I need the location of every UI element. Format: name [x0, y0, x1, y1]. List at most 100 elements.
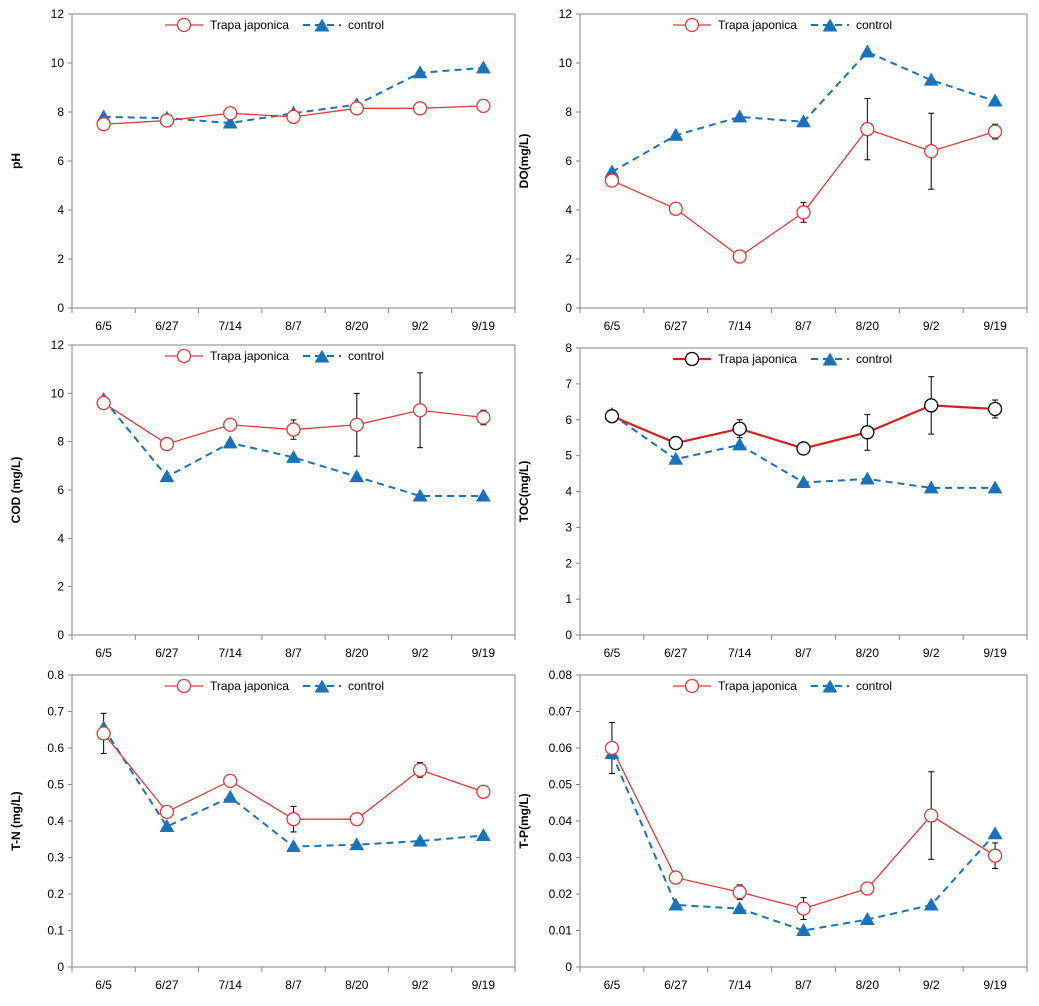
x-tick-label: 8/7: [285, 646, 302, 660]
legend-label-control: control: [856, 18, 892, 32]
data-point-trapa-japonica: [604, 740, 620, 756]
y-tick-label: 0: [565, 628, 572, 642]
data-point-control: [475, 60, 491, 74]
data-point-control: [668, 897, 684, 911]
legend-label-control: control: [856, 679, 892, 693]
y-tick-label: 6: [57, 483, 64, 497]
data-point-trapa-japonica: [349, 812, 364, 827]
data-point-trapa-japonica: [159, 436, 175, 452]
data-point-trapa-japonica: [159, 804, 175, 820]
data-point-trapa-japonica: [286, 812, 301, 827]
data-point-control: [732, 901, 748, 915]
x-tick-label: 9/19: [472, 978, 496, 992]
y-tick-label: 0.03: [549, 851, 573, 865]
y-tick-label: 0.06: [549, 741, 573, 755]
data-point-trapa-japonica: [96, 117, 111, 132]
data-point-trapa-japonica: [349, 417, 364, 432]
data-point-trapa-japonica: [924, 808, 939, 823]
legend-marker-trapa-japonica: [176, 348, 192, 364]
data-point-trapa-japonica: [860, 881, 875, 896]
panel-4: 0 1 2 3 4 5 6 7 8 6/5 6/27 7/14 8/7 8/20 9/2 9/19 TOC(mg…: [517, 341, 1028, 660]
x-tick-label: 9/2: [412, 646, 429, 660]
legend-marker-trapa-japonica: [684, 351, 700, 367]
y-axis-label: pH: [9, 153, 23, 169]
panel-1: 0 2 4 6 8 10 12 6/5 6/27 7/14 8/7 8/20 9/2 9/19 pH Trap…: [9, 7, 516, 333]
x-tick-label: 6/5: [95, 319, 112, 333]
y-tick-label: 0.3: [47, 851, 64, 865]
legend-marker-control: [822, 352, 838, 366]
data-point-control: [222, 435, 238, 449]
x-tick-label: 6/27: [664, 319, 688, 333]
data-point-trapa-japonica: [476, 98, 491, 114]
data-point-trapa-japonica: [159, 113, 175, 128]
plot-frame: [71, 344, 516, 636]
data-point-control: [412, 488, 428, 502]
y-tick-label: 0.04: [549, 814, 573, 828]
data-point-trapa-japonica: [349, 101, 364, 116]
y-tick-label: 8: [565, 105, 572, 119]
legend-marker-trapa-japonica: [176, 678, 192, 694]
legend-marker-control: [314, 349, 330, 363]
legend-marker-control: [822, 679, 838, 693]
x-tick-label: 6/5: [604, 646, 621, 660]
data-point-trapa-japonica: [732, 885, 747, 900]
legend-label-trapa-japonica: Trapa japonica: [718, 352, 797, 366]
data-point-trapa-japonica: [987, 848, 1003, 863]
y-tick-label: 0.2: [47, 887, 64, 901]
x-tick-label: 6/27: [155, 646, 179, 660]
y-tick-label: 0: [57, 301, 64, 315]
data-point-trapa-japonica: [668, 201, 683, 216]
y-tick-label: 6: [57, 154, 64, 168]
legend: Trapa japonica control: [165, 348, 384, 364]
data-point-control: [796, 114, 811, 128]
plot-frame: [71, 13, 516, 309]
data-point-control: [286, 839, 301, 853]
data-point-trapa-japonica: [860, 425, 875, 440]
y-tick-label: 0.07: [549, 705, 573, 719]
x-tick-label: 9/2: [412, 319, 429, 333]
data-point-control: [475, 828, 491, 842]
y-tick-label: 8: [57, 435, 64, 449]
legend-label-trapa-japonica: Trapa japonica: [210, 349, 289, 363]
y-tick-label: 10: [559, 56, 573, 70]
legend-label-control: control: [348, 18, 384, 32]
x-tick-label: 8/7: [285, 978, 302, 992]
y-tick-label: 4: [565, 485, 572, 499]
legend: Trapa japonica control: [673, 351, 892, 367]
data-point-trapa-japonica: [604, 409, 620, 424]
data-point-trapa-japonica: [796, 441, 811, 456]
y-axis-label: T-N (mg/L): [9, 791, 23, 850]
legend: Trapa japonica control: [673, 17, 892, 33]
data-point-trapa-japonica: [796, 901, 811, 916]
panel-3: 0 2 4 6 8 10 12 6/5 6/27 7/14 8/7 8/20 9/2 9/19 COD (m…: [9, 338, 516, 660]
legend-marker-control: [314, 18, 330, 32]
y-tick-label: 12: [51, 7, 65, 21]
y-axis-label: T-P(mg/L): [517, 793, 531, 848]
x-tick-label: 6/5: [95, 978, 112, 992]
x-tick-label: 6/5: [604, 319, 621, 333]
y-tick-label: 8: [57, 105, 64, 119]
panel-5: 0 0.1 0.2 0.3 0.4 0.5 0.6 0.7 0.8 6/5 6/27 7/14 8/7 8…: [9, 668, 516, 992]
y-tick-label: 10: [51, 386, 65, 400]
data-point-control: [222, 115, 238, 129]
data-point-trapa-japonica: [286, 109, 301, 125]
data-point-control: [349, 837, 365, 851]
data-point-trapa-japonica: [223, 106, 238, 121]
data-point-control: [923, 72, 939, 86]
x-tick-label: 8/7: [795, 978, 812, 992]
x-tick-label: 7/14: [219, 978, 243, 992]
x-tick-label: 9/19: [472, 319, 496, 333]
y-tick-label: 6: [565, 413, 572, 427]
y-tick-label: 0.05: [549, 778, 573, 792]
data-point-trapa-japonica: [286, 422, 301, 437]
y-tick-label: 2: [57, 580, 64, 594]
data-point-control: [732, 109, 748, 123]
series-line-trapa-japonica: [611, 747, 996, 910]
y-tick-label: 2: [57, 252, 64, 266]
legend-marker-trapa-japonica: [176, 17, 192, 33]
x-tick-label: 6/5: [604, 978, 621, 992]
y-tick-label: 7: [565, 377, 572, 391]
x-tick-label: 9/19: [983, 646, 1007, 660]
y-tick-label: 0.5: [47, 778, 64, 792]
legend-label-trapa-japonica: Trapa japonica: [718, 18, 797, 32]
